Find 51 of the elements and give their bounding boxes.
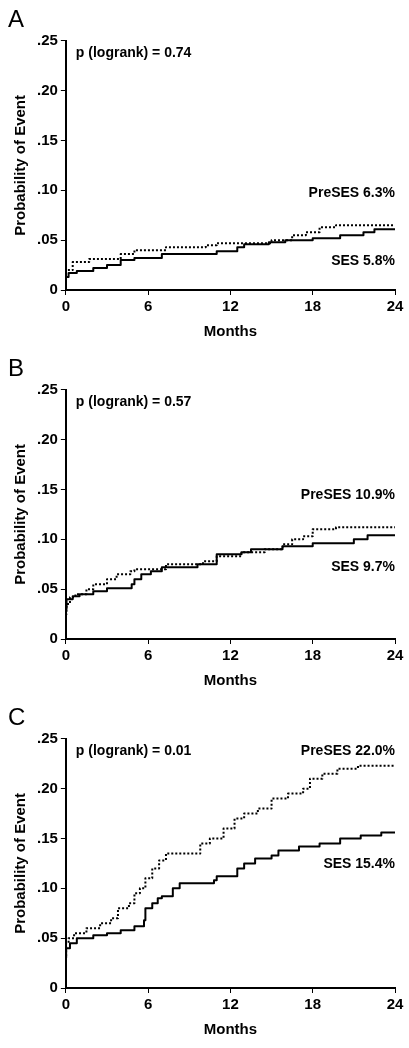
series-label: PreSES 6.3% — [308, 184, 396, 201]
y-tick-label: 0 — [49, 280, 58, 298]
x-axis-title: Months — [203, 671, 258, 689]
y-axis-title: Probability of Event — [11, 443, 29, 585]
x-tick-label: 12 — [222, 297, 239, 315]
y-tick-label: .20 — [36, 778, 58, 796]
chart-title: C — [8, 703, 26, 731]
x-tick-label: 24 — [386, 995, 404, 1013]
x-tick-label: 18 — [304, 646, 322, 664]
x-tick-label: 0 — [61, 995, 71, 1013]
y-tick-label: .05 — [36, 928, 58, 946]
y-tick-label: .10 — [36, 180, 58, 198]
x-tick-label: 18 — [304, 297, 322, 315]
chart-title: A — [8, 5, 25, 33]
annotation: p (logrank) = 0.01 — [75, 741, 192, 758]
x-tick-label: 6 — [143, 646, 153, 664]
y-tick-label: 0 — [49, 629, 58, 647]
x-axis-title: Months — [203, 322, 258, 340]
x-axis-title: Months — [203, 1020, 258, 1038]
y-tick-label: .25 — [36, 728, 58, 746]
y-tick-label: .10 — [36, 529, 58, 547]
x-tick-label: 0 — [61, 646, 71, 664]
y-tick-label: .15 — [36, 828, 58, 846]
y-tick-label: .20 — [36, 429, 58, 447]
annotation: p (logrank) = 0.74 — [75, 43, 192, 60]
annotation: p (logrank) = 0.57 — [75, 392, 192, 409]
series-label: PreSES 10.9% — [300, 486, 396, 503]
x-tick-label: 6 — [143, 297, 153, 315]
y-tick-label: .25 — [36, 379, 58, 397]
x-tick-label: 18 — [304, 995, 322, 1013]
y-tick-label: .10 — [36, 878, 58, 896]
y-axis-title: Probability of Event — [11, 94, 29, 236]
x-tick-label: 0 — [61, 297, 71, 315]
x-tick-label: 6 — [143, 995, 153, 1013]
y-tick-label: .05 — [36, 579, 58, 597]
x-tick-label: 24 — [386, 646, 404, 664]
y-tick-label: .15 — [36, 479, 58, 497]
y-tick-label: .25 — [36, 30, 58, 48]
series-label: SES 5.8% — [331, 252, 396, 269]
y-tick-label: .15 — [36, 130, 58, 148]
y-tick-label: 0 — [49, 978, 58, 996]
series-label: PreSES 22.0% — [300, 741, 396, 758]
series-label: SES 9.7% — [331, 558, 396, 575]
y-axis-title: Probability of Event — [11, 792, 29, 934]
y-tick-label: .05 — [36, 230, 58, 248]
x-tick-label: 12 — [222, 646, 239, 664]
series-label: SES 15.4% — [323, 855, 396, 872]
x-tick-label: 12 — [222, 995, 239, 1013]
chart-title: B — [8, 354, 25, 382]
x-tick-label: 24 — [386, 297, 404, 315]
y-tick-label: .20 — [36, 80, 58, 98]
